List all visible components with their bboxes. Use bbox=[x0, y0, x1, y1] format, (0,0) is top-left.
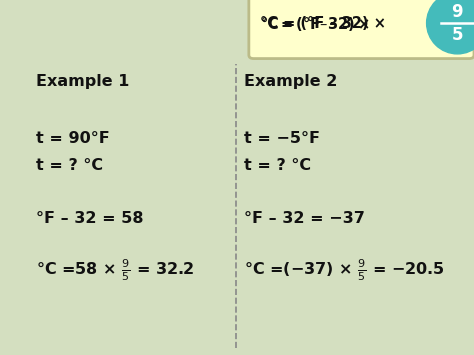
Text: Example 2: Example 2 bbox=[244, 74, 337, 89]
Text: 9: 9 bbox=[452, 3, 463, 21]
Text: °C =(−37) × $\frac{9}{5}$ = −20.5: °C =(−37) × $\frac{9}{5}$ = −20.5 bbox=[244, 257, 445, 283]
Text: t = ? °C: t = ? °C bbox=[36, 158, 103, 173]
Text: °C = (°F – 32) ×: °C = (°F – 32) × bbox=[260, 16, 386, 31]
Text: Example 1: Example 1 bbox=[36, 74, 129, 89]
Text: °C =58 × $\frac{9}{5}$ = 32.2: °C =58 × $\frac{9}{5}$ = 32.2 bbox=[36, 257, 194, 283]
Text: t = −5°F: t = −5°F bbox=[244, 131, 320, 146]
Text: °F – 32 = 58: °F – 32 = 58 bbox=[36, 211, 143, 226]
Text: °F – 32 = −37: °F – 32 = −37 bbox=[244, 211, 365, 226]
Text: t = ? °C: t = ? °C bbox=[244, 158, 311, 173]
Text: 5: 5 bbox=[452, 26, 463, 44]
Ellipse shape bbox=[427, 0, 474, 54]
Text: $\mathdefault{°C = (°F}$–$\mathdefault{32) \times}$: $\mathdefault{°C = (°F}$–$\mathdefault{3… bbox=[260, 15, 369, 33]
FancyBboxPatch shape bbox=[249, 0, 474, 59]
Text: t = 90°F: t = 90°F bbox=[36, 131, 109, 146]
